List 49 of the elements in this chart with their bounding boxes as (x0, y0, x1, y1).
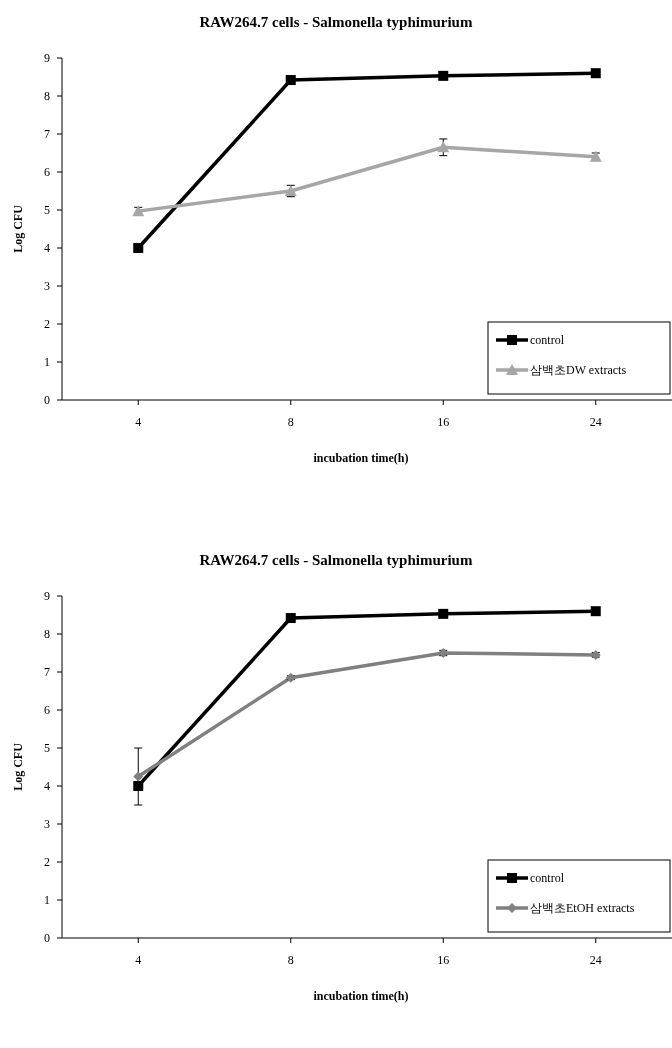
point (438, 70, 449, 81)
y-tick-label: 0 (44, 393, 50, 407)
point (437, 141, 450, 153)
x-tick-label: 24 (589, 953, 602, 967)
point (133, 243, 144, 253)
y-tick-label: 2 (44, 855, 50, 869)
y-tick-label: 7 (44, 127, 50, 141)
point (133, 781, 144, 791)
point (132, 205, 145, 217)
y-tick-label: 7 (44, 665, 50, 679)
chart-title: RAW264.7 cells - Salmonella typhimurium (199, 14, 473, 30)
y-tick-label: 2 (44, 317, 50, 331)
y-tick-label: 3 (44, 817, 50, 831)
y-tick-label: 1 (44, 355, 50, 369)
point (590, 606, 601, 617)
y-tick-label: 6 (44, 703, 50, 717)
y-tick-label: 5 (44, 741, 50, 755)
point (285, 613, 296, 624)
y-tick-label: 8 (44, 89, 50, 103)
y-tick-label: 6 (44, 165, 50, 179)
legend-label: 삼백초DW extracts (530, 363, 627, 377)
y-tick-label: 5 (44, 203, 50, 217)
y-axis-title: Log CFU (11, 204, 25, 253)
y-tick-label: 8 (44, 627, 50, 641)
y-tick-label: 4 (44, 241, 50, 255)
x-tick-label: 16 (437, 415, 450, 429)
x-axis-title: incubation time(h) (313, 989, 409, 1003)
legend-label: 삼백초EtOH extracts (530, 901, 635, 915)
x-tick-label: 4 (135, 953, 142, 967)
y-axis-title: Log CFU (11, 742, 25, 791)
y-tick-label: 1 (44, 893, 50, 907)
x-tick-label: 8 (287, 415, 294, 429)
x-axis-title: incubation time(h) (313, 451, 409, 465)
point (133, 771, 144, 782)
point (285, 75, 296, 86)
legend-label: control (530, 333, 565, 347)
point (438, 608, 449, 619)
x-tick-label: 4 (135, 415, 142, 429)
y-tick-label: 9 (44, 589, 50, 603)
y-tick-label: 0 (44, 931, 50, 945)
x-tick-label: 16 (437, 953, 450, 967)
point (590, 68, 601, 79)
y-tick-label: 4 (44, 779, 50, 793)
y-tick-label: 9 (44, 51, 50, 65)
y-tick-label: 3 (44, 279, 50, 293)
x-tick-label: 24 (589, 415, 602, 429)
x-tick-label: 8 (287, 953, 294, 967)
chart-title: RAW264.7 cells - Salmonella typhimurium (199, 552, 473, 568)
legend-label: control (530, 871, 565, 885)
